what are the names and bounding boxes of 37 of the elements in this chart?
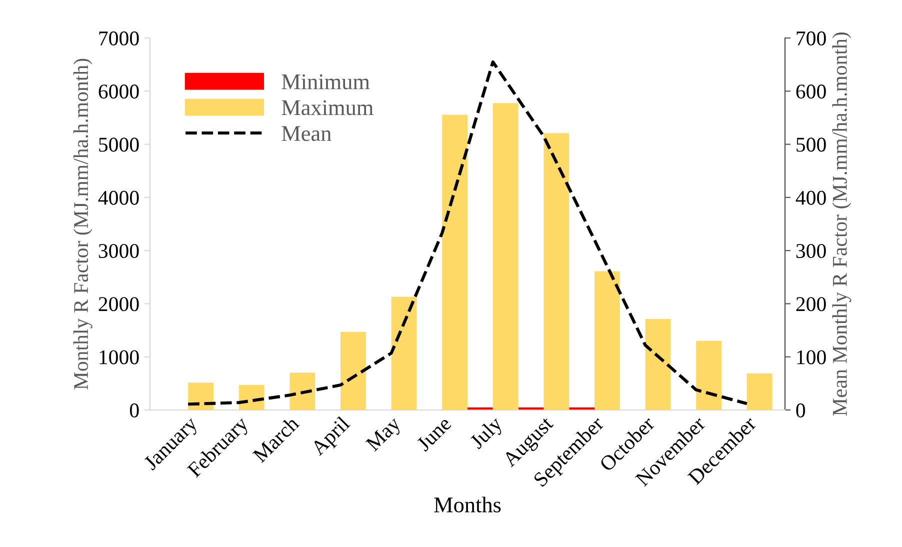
y-tick-label: 0 (130, 403, 139, 418)
bar (696, 340, 722, 410)
y-axis-title: Monthly R Factor (MJ.mm/ha.h.month) (73, 58, 92, 390)
x-tick-label: May (365, 415, 405, 455)
bar (492, 103, 518, 410)
y-tick-label: 5000 (99, 138, 139, 152)
bar (442, 114, 468, 410)
y-tick-label: 3000 (98, 244, 139, 258)
y2-tick-label: 600 (796, 84, 826, 99)
line-series (186, 60, 748, 406)
legend-label: Maximum (282, 100, 374, 116)
x-axis-title: Months (434, 496, 501, 512)
x-tick-label: July (468, 414, 506, 453)
x-tick-label: June (416, 416, 452, 452)
y2-tick-label: 100 (797, 350, 826, 364)
legend-label: Mean (282, 126, 332, 142)
y-tick-label: 4000 (98, 190, 139, 205)
y2-tick-label: 400 (796, 190, 826, 205)
bar (746, 373, 772, 410)
bar (391, 296, 417, 410)
y2-tick-label: 200 (796, 297, 826, 312)
y2-tick-label: 0 (796, 403, 806, 418)
y-tick-label: 7000 (99, 31, 139, 46)
y2-tick-label: 700 (796, 31, 826, 46)
y-tick-label: 2000 (98, 297, 139, 312)
y-tick-label: 1000 (100, 350, 139, 364)
bar (340, 332, 366, 410)
legend-label: Minimum (282, 74, 370, 90)
bar (188, 382, 214, 410)
y2-tick-label: 500 (796, 138, 826, 152)
bar (290, 372, 316, 410)
bar (544, 133, 570, 410)
y2-tick-label: 300 (796, 244, 826, 258)
bar (594, 271, 620, 410)
bar (645, 318, 671, 410)
y2-axis-title: Mean Monthly R Factor (MJ.mm/ha.h.month) (832, 32, 852, 416)
y-tick-label: 6000 (98, 84, 139, 99)
